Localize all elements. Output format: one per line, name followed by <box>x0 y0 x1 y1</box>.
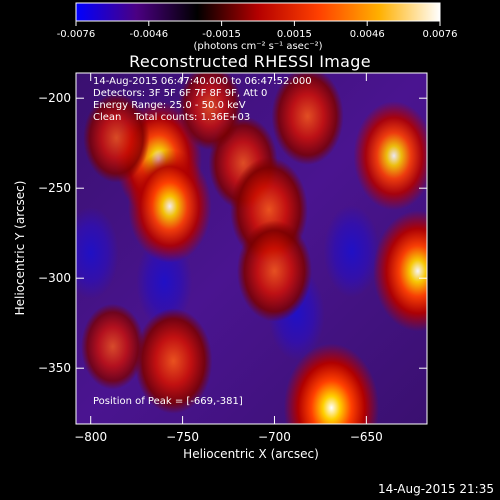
peak-position-label: Position of Peak = [-669,-381] <box>93 396 243 407</box>
annotation-block: 14-Aug-2015 06:47:40.000 to 06:47:52.000… <box>93 76 312 124</box>
colorbar-tick-label: -0.0076 <box>57 29 96 40</box>
emission-source <box>134 308 213 414</box>
colorbar-tick-label: 0.0046 <box>350 29 385 40</box>
x-axis-label: Heliocentric X (arcsec) <box>183 447 319 461</box>
heatmap-image <box>76 73 427 424</box>
colorbar-tick-label: -0.0015 <box>202 29 241 40</box>
emission-source <box>236 220 312 322</box>
emission-source <box>353 101 427 211</box>
y-tick-label: −350 <box>38 361 71 375</box>
y-axis: −200 −250 −300 −350 <box>38 91 427 375</box>
emission-source <box>283 343 380 424</box>
x-tick-label: −750 <box>166 430 199 444</box>
annotation-clean-counts: Clean Total counts: 1.36E+03 <box>93 112 251 123</box>
emission-source <box>127 149 212 263</box>
colorbar-tick-label: 0.0076 <box>423 29 458 40</box>
colorbar-unit-label: (photons cm⁻² s⁻¹ asec⁻²) <box>193 41 322 52</box>
chart-title: Reconstructed RHESSI Image <box>129 52 371 71</box>
emission-source <box>83 92 150 183</box>
y-tick-label: −250 <box>38 181 71 195</box>
y-tick-label: −300 <box>38 271 71 285</box>
y-tick-label: −200 <box>38 91 71 105</box>
annotation-energy-range: Energy Range: 25.0 - 50.0 keV <box>93 100 246 111</box>
colorbar-tick-label: -0.0046 <box>129 29 168 40</box>
cold-region <box>323 205 380 298</box>
emission-sources <box>81 73 427 424</box>
x-axis: −800 −750 −700 −650 <box>74 73 383 444</box>
emission-source <box>178 73 242 151</box>
emission-source <box>271 73 344 165</box>
annotation-detectors: Detectors: 3F 5F 6F 7F 8F 9F, Att 0 <box>93 88 268 99</box>
y-axis-label: Heliocentric Y (arcsec) <box>13 181 27 316</box>
annotation-time-range: 14-Aug-2015 06:47:40.000 to 06:47:52.000 <box>93 76 312 87</box>
cold-region <box>76 207 119 299</box>
x-tick-label: −650 <box>350 430 383 444</box>
footer-timestamp: 14-Aug-2015 21:35 <box>377 482 494 496</box>
emission-source <box>81 303 145 390</box>
plot-frame <box>75 72 428 425</box>
colorbar-gradient <box>75 2 441 22</box>
x-tick-label: −700 <box>258 430 291 444</box>
emission-source <box>373 210 427 332</box>
x-tick-label: −800 <box>74 430 107 444</box>
colorbar-tick-label: 0.0015 <box>277 29 312 40</box>
colorbar-ticks: -0.0076 -0.0046 -0.0015 0.0015 0.0046 0.0076 <box>57 21 458 40</box>
colorbar: -0.0076 -0.0046 -0.0015 0.0015 0.0046 0.0076 … <box>57 2 458 52</box>
